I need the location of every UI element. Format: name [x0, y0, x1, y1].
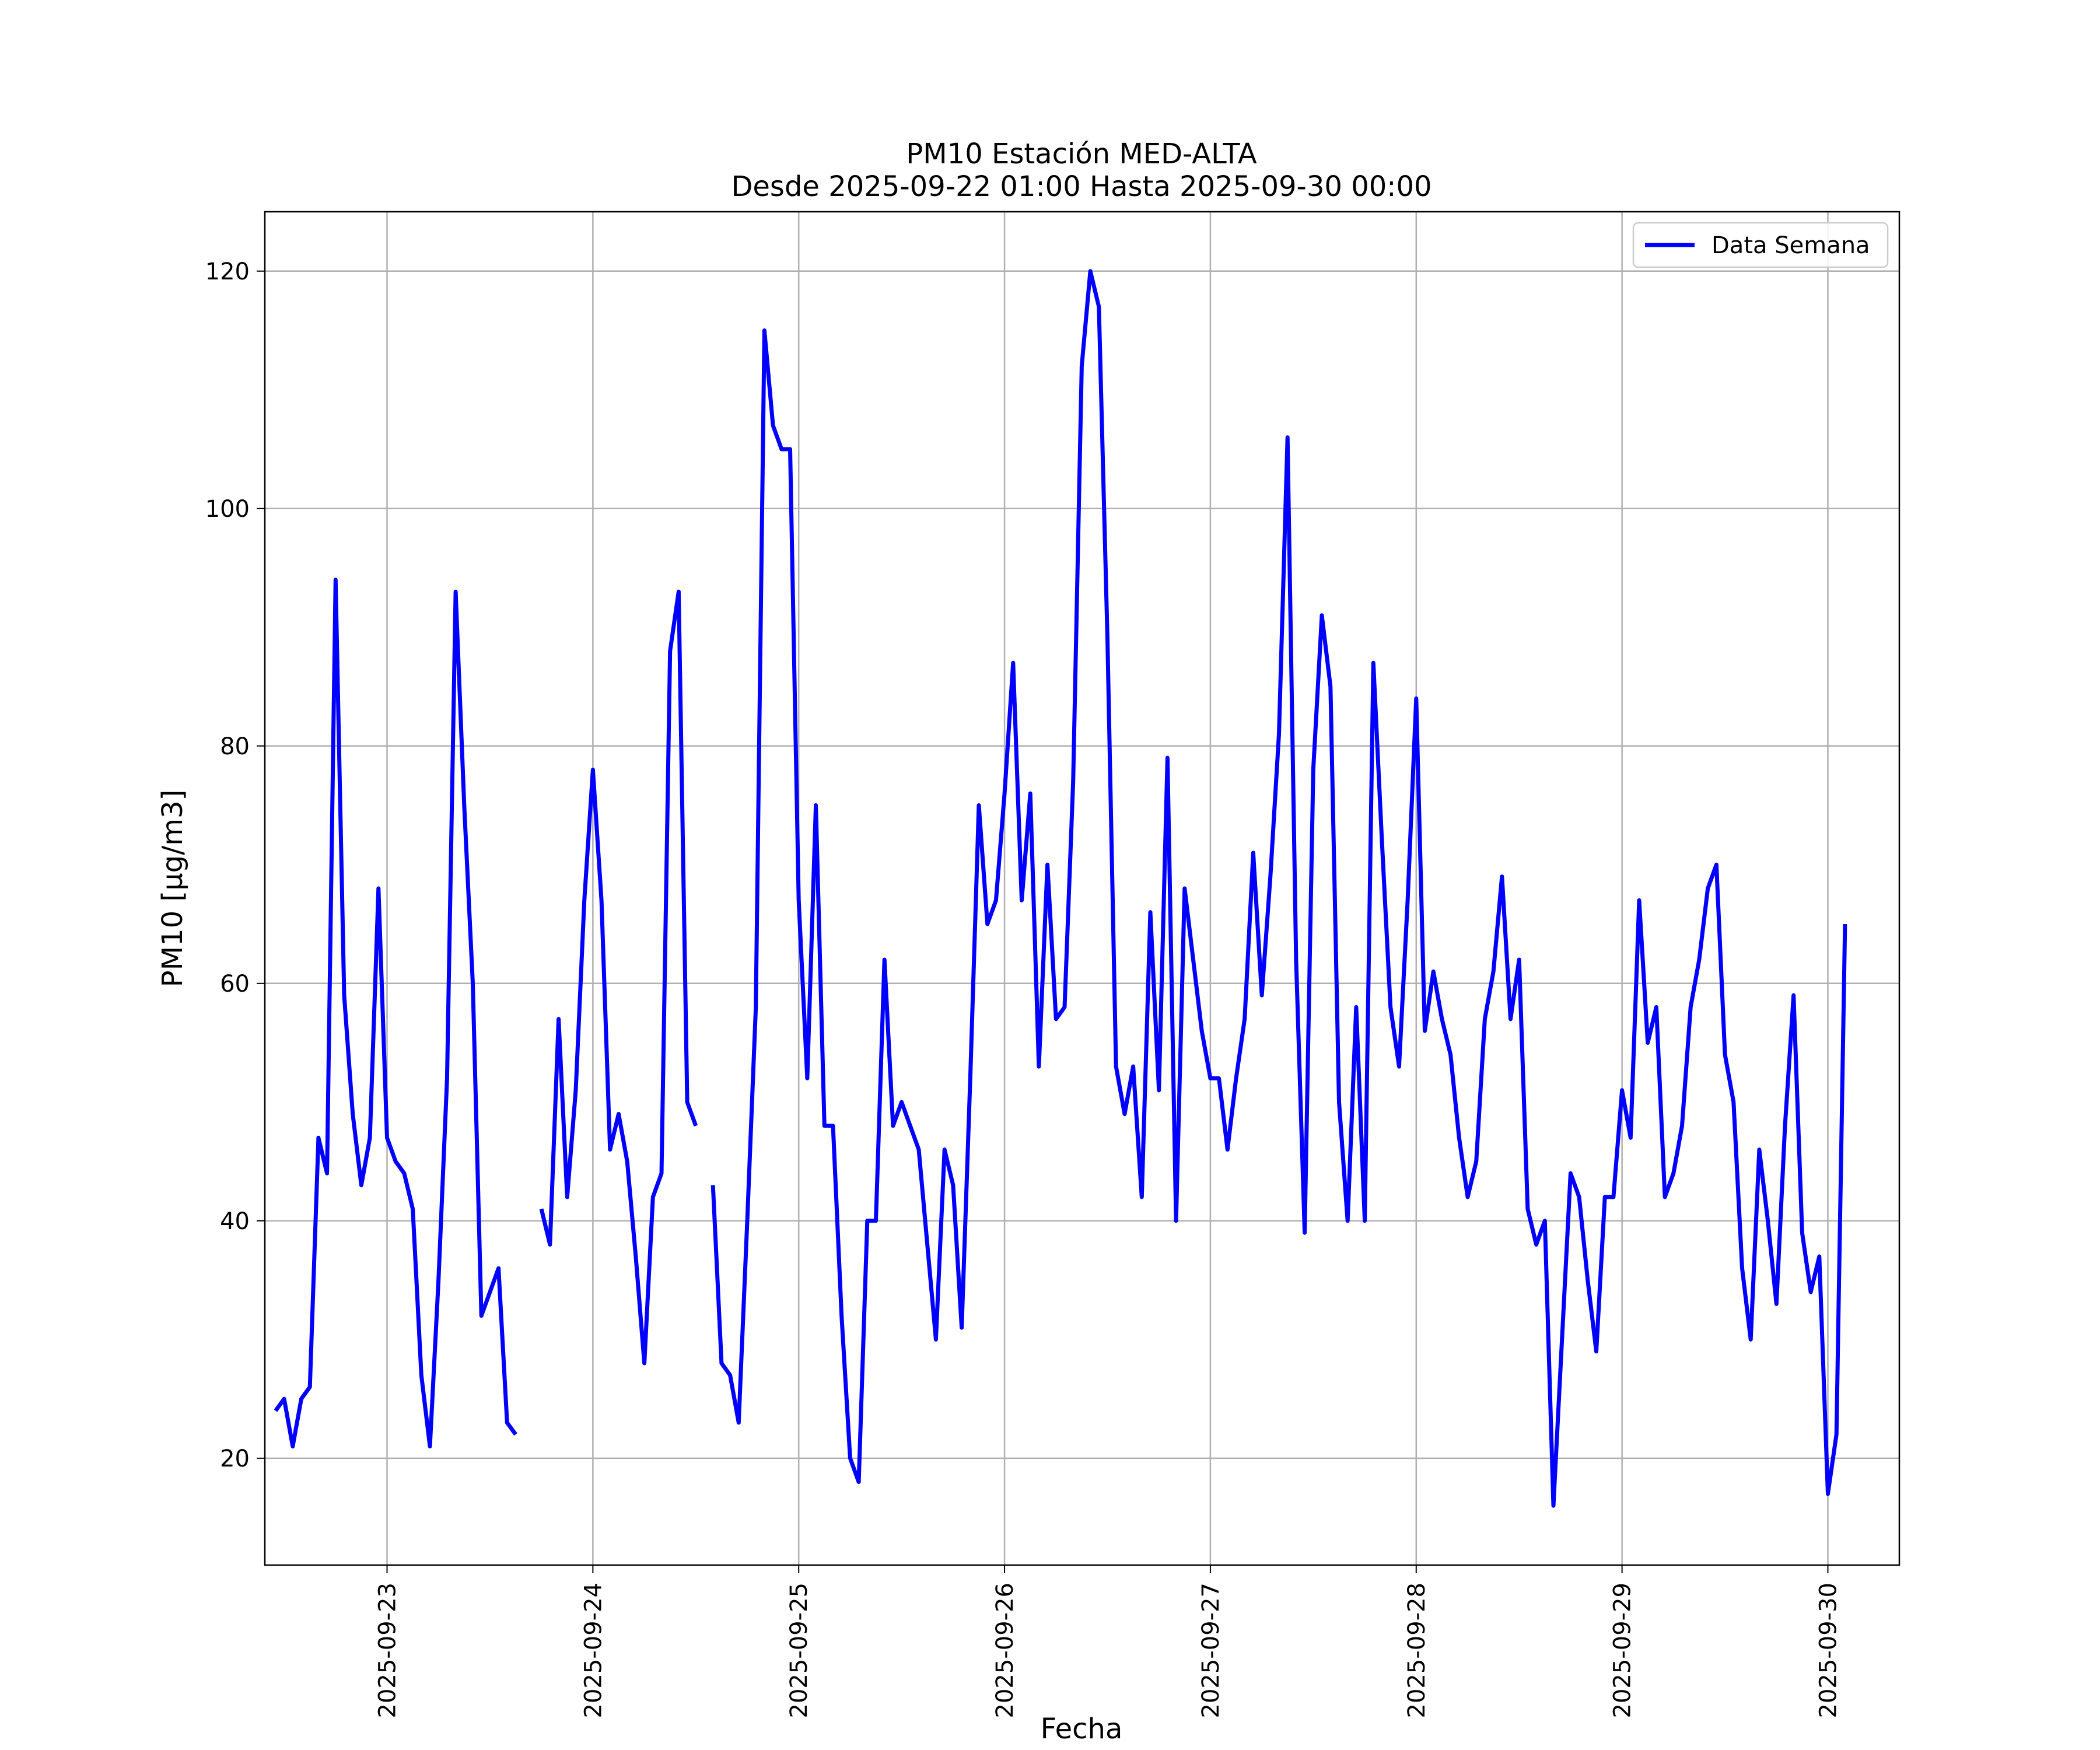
series-line-segment [274, 578, 517, 1448]
y-tick-label: 120 [205, 258, 250, 285]
y-tick-label: 60 [220, 971, 250, 998]
x-tick-label: 2025-09-29 [1609, 1583, 1636, 1718]
x-tick-label: 2025-09-23 [374, 1583, 401, 1718]
x-axis-ticks: 2025-09-23 2025-09-24 2025-09-25 2025-09-26… [374, 1565, 1842, 1718]
series-line-segment [710, 269, 1847, 1508]
series-data-semana [274, 269, 1847, 1508]
x-tick-label: 2025-09-27 [1198, 1583, 1224, 1718]
legend: Data Semana [1632, 222, 1889, 268]
y-tick-label: 20 [220, 1446, 250, 1472]
y-axis-label: PM10 [μg/m3] [156, 790, 189, 988]
x-axis-label: Fecha [1041, 1713, 1123, 1745]
legend-box [1632, 222, 1889, 268]
x-tick-label: 2025-09-24 [580, 1583, 607, 1718]
y-axis-ticks: 20 40 60 80 100 120 [205, 258, 265, 1472]
series-line-segment [539, 589, 698, 1366]
legend-label-data-semana: Data Semana [1712, 232, 1870, 259]
x-tick-label: 2025-09-25 [786, 1583, 813, 1718]
chart-title: PM10 Estación MED-ALTA [906, 138, 1257, 170]
x-tick-label: 2025-09-28 [1404, 1583, 1430, 1718]
y-tick-label: 80 [220, 733, 250, 760]
x-tick-label: 2025-09-30 [1815, 1583, 1842, 1718]
plot-frame [264, 211, 1901, 1566]
x-tick-label: 2025-09-26 [992, 1583, 1019, 1718]
chart-subtitle: Desde 2025-09-22 01:00 Hasta 2025-09-30 … [731, 170, 1432, 203]
y-tick-label: 100 [205, 496, 250, 523]
y-tick-label: 40 [220, 1208, 250, 1235]
